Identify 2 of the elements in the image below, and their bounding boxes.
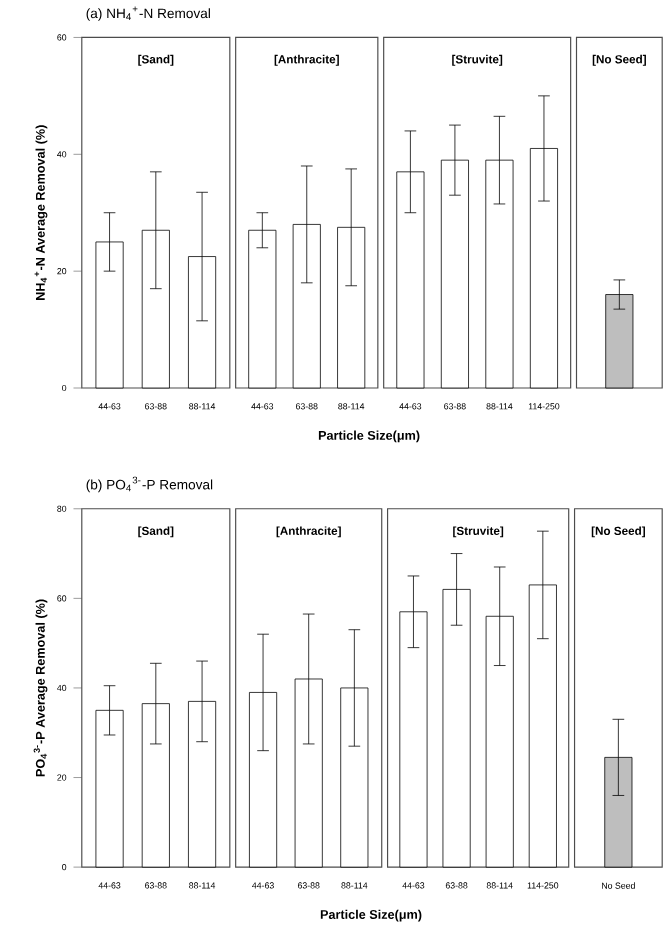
- bar: [442, 589, 471, 868]
- bar: [485, 615, 514, 868]
